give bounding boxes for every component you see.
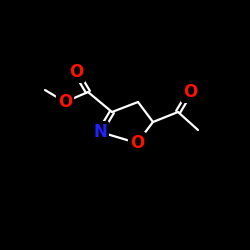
Text: N: N — [93, 123, 107, 141]
Text: O: O — [130, 134, 144, 152]
Text: O: O — [58, 93, 72, 111]
Text: O: O — [183, 83, 197, 101]
Text: O: O — [69, 63, 83, 81]
